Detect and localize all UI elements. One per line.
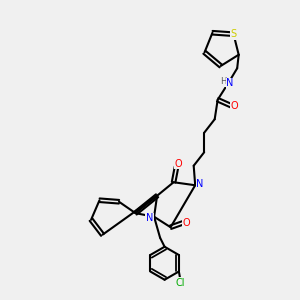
Text: O: O [183,218,190,228]
Text: Cl: Cl [176,278,185,288]
Text: O: O [231,101,238,111]
Text: N: N [196,179,203,189]
Text: N: N [226,78,233,88]
Text: N: N [146,213,153,223]
Text: O: O [174,159,182,169]
Text: H: H [220,77,227,86]
Text: S: S [230,29,237,39]
